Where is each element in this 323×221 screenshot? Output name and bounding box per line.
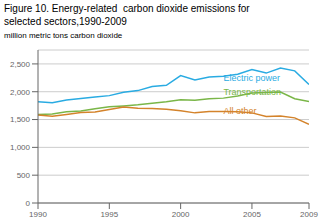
svg-text:2000: 2000 bbox=[172, 210, 190, 219]
svg-text:1995: 1995 bbox=[100, 210, 118, 219]
svg-text:500: 500 bbox=[17, 171, 31, 180]
svg-text:Transportation: Transportation bbox=[223, 87, 281, 97]
svg-text:2,500: 2,500 bbox=[10, 60, 31, 69]
svg-text:Electric power: Electric power bbox=[223, 73, 280, 83]
svg-text:1,500: 1,500 bbox=[10, 115, 31, 124]
svg-text:0: 0 bbox=[26, 199, 31, 208]
html-text:Figure 10. Energy-related carb: Figure 10. Energy-related carbon dioxide… bbox=[4, 3, 250, 14]
html-text:selected sectors,1990-2009: selected sectors,1990-2009 bbox=[4, 16, 127, 27]
svg-text:2,000: 2,000 bbox=[10, 88, 31, 97]
svg-text:2005: 2005 bbox=[243, 210, 261, 219]
svg-text:All other: All other bbox=[223, 106, 256, 116]
html-text:million metric tons carbon dio: million metric tons carbon dioxide bbox=[4, 31, 123, 40]
svg-text:1990: 1990 bbox=[29, 210, 47, 219]
svg-text:2009: 2009 bbox=[300, 210, 315, 219]
svg-text:1,000: 1,000 bbox=[10, 143, 31, 152]
